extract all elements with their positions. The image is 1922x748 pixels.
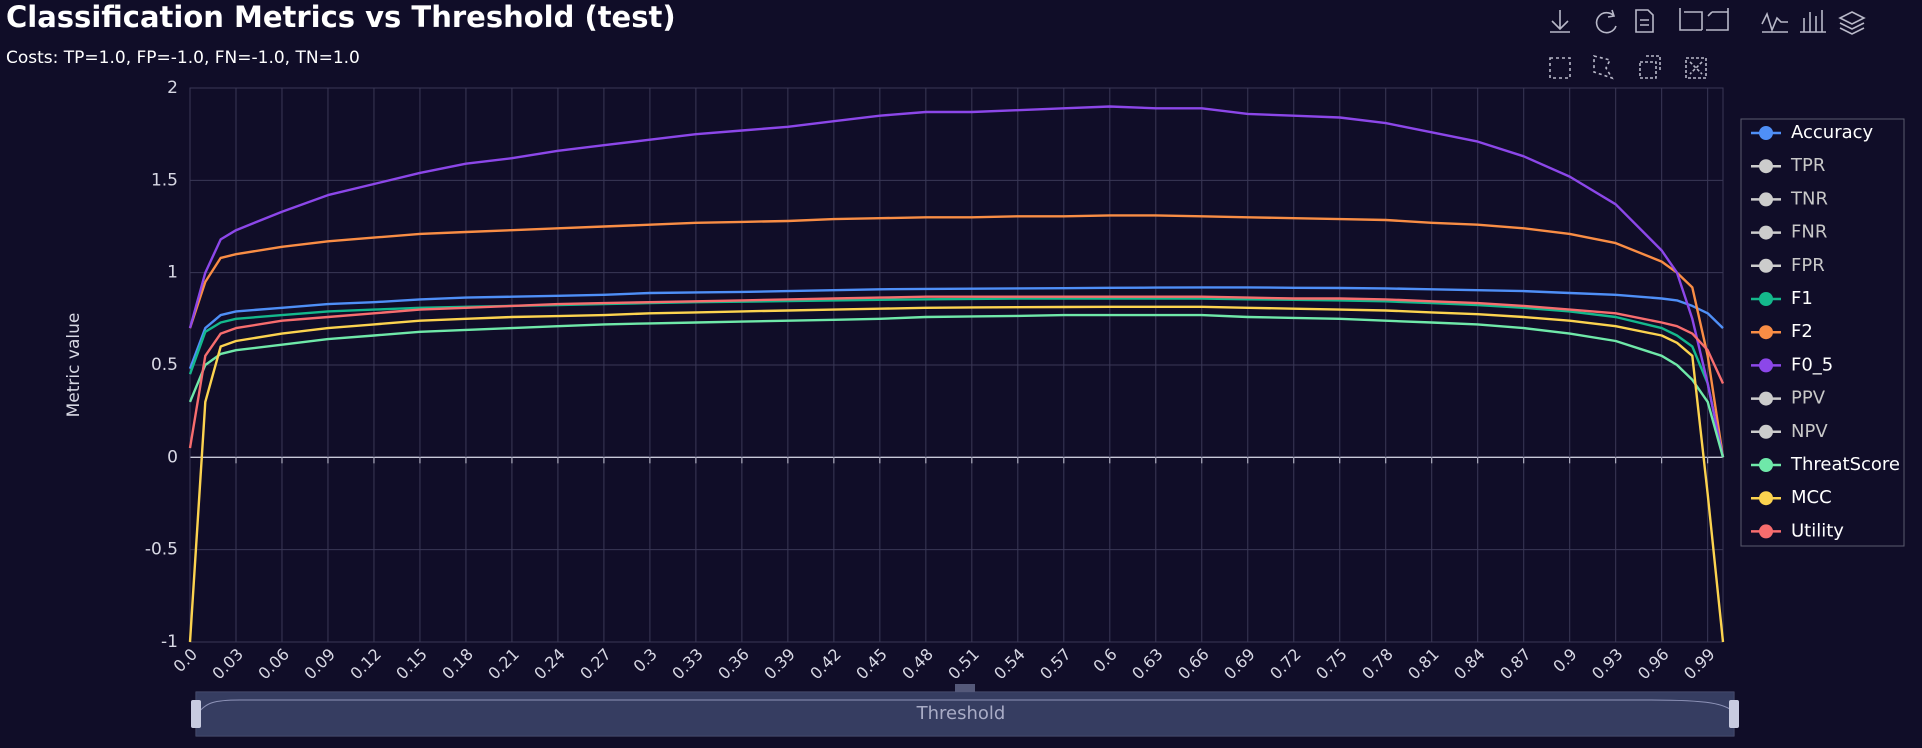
y-tick-label: 2 <box>167 78 178 98</box>
legend-item[interactable]: ThreatScore <box>1751 454 1900 475</box>
zoom-handle-left[interactable] <box>191 700 201 728</box>
legend-label: NPV <box>1791 421 1828 442</box>
legend-label: MCC <box>1791 487 1832 508</box>
legend-item[interactable]: FPR <box>1751 255 1825 276</box>
tool-rect-select[interactable] <box>1549 57 1571 79</box>
legend-icon-dot <box>1759 391 1773 406</box>
legend-label: FNR <box>1791 222 1827 243</box>
legend-icon-dot <box>1759 458 1773 472</box>
series-line <box>188 313 1725 458</box>
y-tick-label: 1.5 <box>151 170 178 190</box>
legend-label: TNR <box>1790 188 1828 209</box>
legend-label: PPV <box>1791 388 1826 409</box>
y-tick-label: -1 <box>161 632 178 652</box>
chart-subtitle: Costs: TP=1.0, FP=-1.0, FN=-1.0, TN=1.0 <box>6 48 360 68</box>
plot-border <box>189 87 1724 643</box>
tool-bar[interactable] <box>1800 10 1826 33</box>
legend-icon-dot <box>1759 225 1773 240</box>
tool-clear-select[interactable] <box>1685 57 1707 79</box>
legend-label: F2 <box>1791 321 1813 342</box>
legend-icon-dot <box>1759 424 1773 439</box>
series-line <box>188 295 1725 449</box>
legend-icon-dot <box>1759 192 1773 207</box>
y-tick-label: 0.5 <box>151 355 178 375</box>
zoom-window <box>196 692 1734 736</box>
tool-zoom-back[interactable] <box>1706 8 1729 31</box>
legend-icon-dot <box>1759 292 1773 306</box>
series-line <box>188 214 1725 458</box>
series-line <box>188 305 1725 643</box>
data-zoom[interactable]: Threshold <box>191 684 1739 737</box>
zoom-shadow <box>195 699 1735 717</box>
toolbox <box>1549 8 1866 80</box>
zoom-move-handle[interactable] <box>955 684 975 692</box>
legend-item[interactable]: FNR <box>1751 222 1827 243</box>
legend-icon-dot <box>1759 126 1773 140</box>
legend-item[interactable]: PPV <box>1751 388 1826 409</box>
tool-stack[interactable] <box>1838 11 1866 35</box>
legend-icon-dot <box>1759 524 1773 539</box>
legend-label: ThreatScore <box>1790 454 1900 475</box>
series-line <box>188 286 1724 370</box>
legend-label: F0_5 <box>1791 354 1833 375</box>
zoom-handle-right[interactable] <box>1729 700 1739 728</box>
legend-icon-dot <box>1759 358 1773 373</box>
tool-dataview[interactable] <box>1635 9 1654 33</box>
legend-label: FPR <box>1791 255 1825 276</box>
tool-keep-select[interactable] <box>1639 55 1661 79</box>
y-axis-label: Metric value <box>64 313 84 418</box>
y-tick-label: 0 <box>167 447 178 467</box>
legend-item[interactable]: F0_5 <box>1751 354 1833 375</box>
legend-item[interactable]: TPR <box>1751 155 1825 176</box>
series-line <box>188 105 1725 458</box>
legend-label: F1 <box>1791 288 1813 309</box>
legend-item[interactable]: Utility <box>1751 520 1844 541</box>
legend-icon-dot <box>1759 325 1773 340</box>
legend-item[interactable]: NPV <box>1751 421 1828 442</box>
legend-icon-dot <box>1759 491 1773 506</box>
tool-zoom[interactable] <box>1679 8 1703 31</box>
legend-item[interactable]: F2 <box>1751 321 1813 342</box>
legend-icon-dot <box>1759 159 1773 174</box>
legend-item[interactable]: F1 <box>1751 288 1813 309</box>
legend-label: TPR <box>1790 155 1825 176</box>
y-tick-label: -0.5 <box>145 540 178 560</box>
chart-title: Classification Metrics vs Threshold (tes… <box>6 0 676 34</box>
legend-label: Accuracy <box>1791 122 1874 143</box>
legend-box <box>1740 118 1905 547</box>
tool-polygon-select[interactable] <box>1593 54 1614 80</box>
series-line <box>188 297 1725 458</box>
grid <box>189 87 1723 643</box>
tool-restore[interactable] <box>1595 9 1617 34</box>
legend-icon-dot <box>1759 258 1773 273</box>
tool-download[interactable] <box>1550 10 1570 33</box>
tool-line[interactable] <box>1761 11 1788 33</box>
legend-label: Utility <box>1791 520 1844 541</box>
x-axis-label: Threshold <box>916 703 1006 724</box>
y-tick-label: 1 <box>167 263 178 283</box>
legend-item[interactable]: TNR <box>1751 188 1828 209</box>
legend-item[interactable]: Accuracy <box>1751 122 1874 143</box>
legend-item[interactable]: MCC <box>1751 487 1832 508</box>
